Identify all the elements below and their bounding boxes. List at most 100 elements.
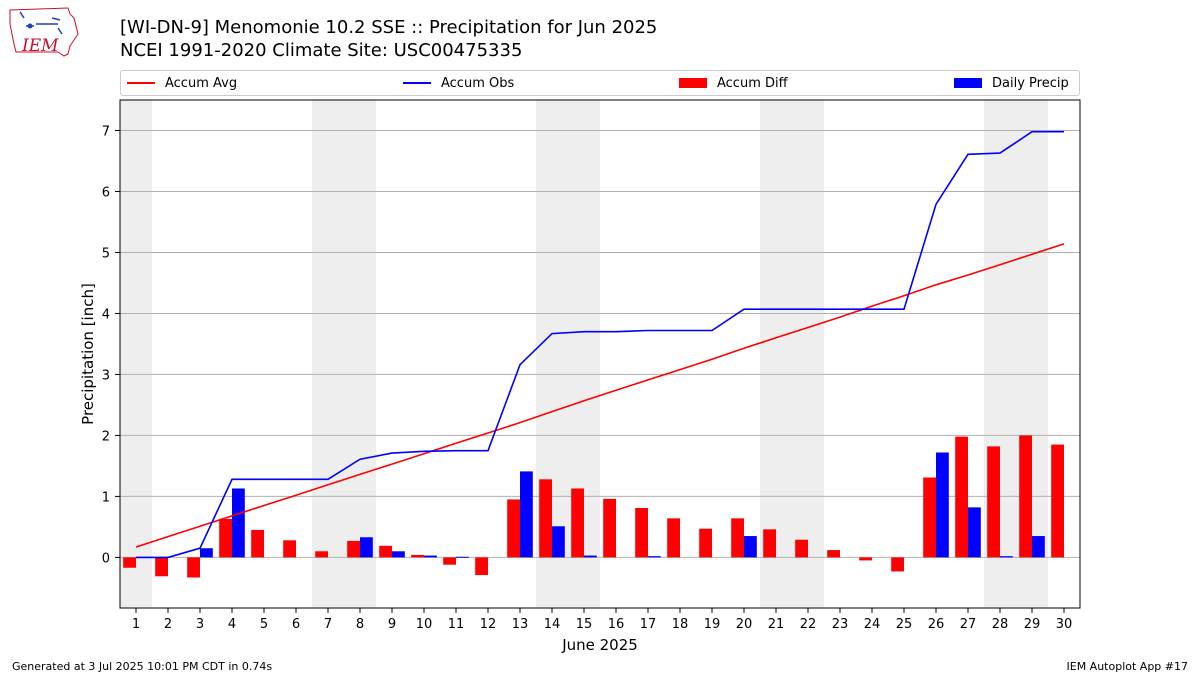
iem-logo: IEM <box>8 6 80 58</box>
x-tick-label-1: 1 <box>132 617 140 632</box>
daily-precip-bar-8 <box>360 537 373 558</box>
legend-label-accum-avg: Accum Avg <box>165 75 238 91</box>
x-tick-label-22: 22 <box>800 617 817 632</box>
legend-item-accum-obs: Accum Obs <box>403 71 514 95</box>
x-tick-label-26: 26 <box>928 617 945 632</box>
legend-label-accum-obs: Accum Obs <box>441 75 515 91</box>
accum-diff-bar-25 <box>891 557 904 572</box>
accum-diff-bar-22 <box>795 539 808 558</box>
accum-diff-bar-27 <box>955 436 968 558</box>
legend-label-accum-diff: Accum Diff <box>717 75 788 91</box>
x-tick-label-7: 7 <box>324 617 332 632</box>
legend-swatch-accum-avg <box>127 82 155 84</box>
daily-precip-bar-28 <box>1000 556 1013 558</box>
accum-diff-bar-9 <box>379 545 392 558</box>
accum-diff-bar-20 <box>731 518 744 558</box>
x-tick-label-28: 28 <box>992 617 1009 632</box>
x-tick-label-15: 15 <box>576 617 593 632</box>
accum-diff-bar-26 <box>923 477 936 558</box>
x-tick-label-24: 24 <box>864 617 881 632</box>
x-axis-label: June 2025 <box>561 636 638 654</box>
weekend-shade-day-7 <box>312 100 344 608</box>
accum-diff-bar-3 <box>187 557 200 578</box>
y-tick-label-2: 2 <box>102 429 110 444</box>
x-tick-label-2: 2 <box>164 617 172 632</box>
x-tick-label-5: 5 <box>260 617 268 632</box>
x-tick-label-25: 25 <box>896 617 913 632</box>
accum-diff-bar-21 <box>763 529 776 558</box>
daily-precip-bar-29 <box>1032 536 1045 558</box>
x-tick-label-8: 8 <box>356 617 364 632</box>
legend-swatch-accum-obs <box>403 82 431 84</box>
chart-legend: Accum Avg Accum Obs Accum Diff Daily Pre… <box>120 70 1080 96</box>
daily-precip-bar-9 <box>392 551 405 558</box>
weekend-shade-day-21 <box>760 100 792 608</box>
accum-diff-bar-15 <box>571 488 584 558</box>
y-tick-label-7: 7 <box>102 124 110 139</box>
x-tick-label-4: 4 <box>228 617 236 632</box>
accum-diff-bar-17 <box>635 507 648 558</box>
x-tick-label-9: 9 <box>388 617 396 632</box>
accum-diff-bar-16 <box>603 498 616 558</box>
x-tick-label-17: 17 <box>640 617 657 632</box>
x-tick-label-11: 11 <box>448 617 465 632</box>
weekend-shade-day-8 <box>344 100 376 608</box>
y-tick-label-3: 3 <box>102 368 110 383</box>
daily-precip-bar-14 <box>552 526 565 558</box>
accum-diff-bar-2 <box>155 557 168 577</box>
y-tick-label-5: 5 <box>102 246 110 261</box>
daily-precip-bar-3 <box>200 548 213 558</box>
daily-precip-bar-11 <box>456 556 469 558</box>
accum-diff-bar-14 <box>539 479 552 558</box>
x-tick-label-18: 18 <box>672 617 689 632</box>
accum-diff-bar-10 <box>411 554 424 558</box>
accum-diff-bar-6 <box>283 540 296 558</box>
legend-item-accum-diff: Accum Diff <box>679 71 788 95</box>
footer-generated-text: Generated at 3 Jul 2025 10:01 PM CDT in … <box>12 660 273 673</box>
x-tick-label-30: 30 <box>1056 617 1073 632</box>
accum-diff-bar-13 <box>507 499 520 558</box>
x-tick-label-6: 6 <box>292 617 300 632</box>
x-tick-label-3: 3 <box>196 617 204 632</box>
accum-obs-line <box>136 130 1064 559</box>
legend-swatch-daily-precip <box>954 78 982 88</box>
accum-diff-bar-28 <box>987 446 1000 558</box>
daily-precip-bar-17 <box>648 556 661 558</box>
daily-precip-bar-13 <box>520 471 533 558</box>
daily-precip-bar-27 <box>968 507 981 558</box>
x-tick-label-27: 27 <box>960 617 977 632</box>
plot-frame <box>119 99 1081 609</box>
x-tick-label-12: 12 <box>480 617 497 632</box>
legend-item-accum-avg: Accum Avg <box>127 71 237 95</box>
weekend-shade-day-22 <box>792 100 824 608</box>
iowa-state-outline-icon <box>9 7 79 57</box>
x-tick-label-14: 14 <box>544 617 561 632</box>
daily-precip-bar-4 <box>232 488 245 558</box>
accum-diff-bar-23 <box>827 550 840 558</box>
accum-diff-bar-5 <box>251 529 264 558</box>
legend-item-daily-precip: Daily Precip <box>954 71 1069 95</box>
weekend-shade-day-1 <box>120 100 152 608</box>
accum-diff-bar-24 <box>859 557 872 561</box>
accum-diff-bar-12 <box>475 557 488 576</box>
accum-diff-bar-8 <box>347 540 360 558</box>
legend-swatch-accum-diff <box>679 78 707 88</box>
y-tick-label-4: 4 <box>102 307 110 322</box>
accum-diff-bar-18 <box>667 518 680 558</box>
chart-title: [WI-DN-9] Menomonie 10.2 SSE :: Precipit… <box>120 17 658 38</box>
accum-diff-bar-7 <box>315 551 328 558</box>
y-tick-label-0: 0 <box>102 551 110 566</box>
logo-text: IEM <box>22 36 59 56</box>
daily-precip-bar-15 <box>584 555 597 558</box>
accum-diff-bar-4 <box>219 518 232 558</box>
accum-diff-bar-1 <box>123 557 136 568</box>
footer-app-text: IEM Autoplot App #17 <box>1066 660 1189 673</box>
x-tick-label-29: 29 <box>1024 617 1041 632</box>
legend-label-daily-precip: Daily Precip <box>992 75 1069 91</box>
chart-subtitle: NCEI 1991-2020 Climate Site: USC00475335 <box>120 40 523 61</box>
accum-diff-bar-30 <box>1051 444 1064 558</box>
x-tick-label-13: 13 <box>512 617 529 632</box>
x-tick-label-10: 10 <box>416 617 433 632</box>
accum-diff-bar-11 <box>443 557 456 565</box>
